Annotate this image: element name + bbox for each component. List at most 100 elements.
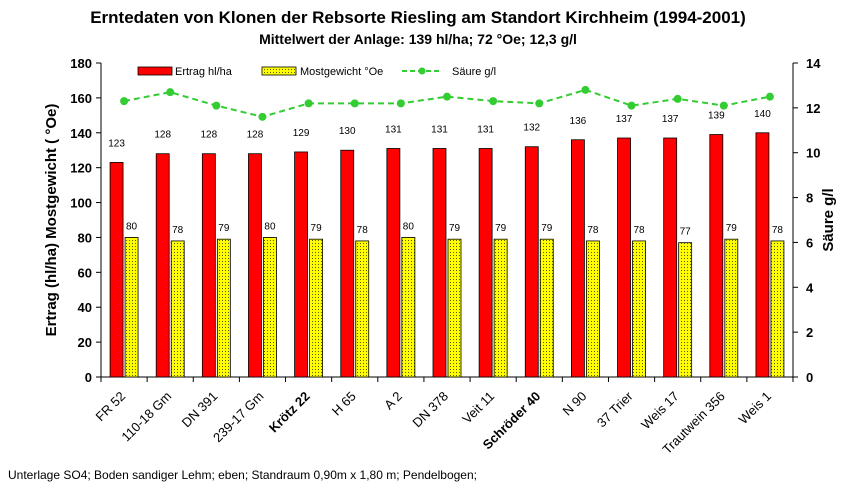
bar-ertrag xyxy=(571,139,585,378)
bar-mostgewicht xyxy=(724,238,739,378)
bar-ertrag xyxy=(386,148,401,378)
bar-mostgewicht xyxy=(124,237,139,378)
acid-point xyxy=(212,101,221,110)
bar-mostgewicht xyxy=(770,240,785,378)
bar-mostgewicht xyxy=(678,242,693,378)
acid-point xyxy=(581,85,590,94)
right-tick-label: 14 xyxy=(806,56,821,71)
data-label-mostgewicht: 79 xyxy=(726,223,738,234)
x-tick-label: 37 Trier xyxy=(594,388,636,430)
bar-ertrag xyxy=(432,148,447,378)
acid-point xyxy=(120,97,129,106)
data-label-ertrag: 132 xyxy=(523,123,540,134)
left-tick-label: 20 xyxy=(78,335,92,350)
x-tick-label: Weis 1 xyxy=(736,389,775,428)
data-label-ertrag: 131 xyxy=(477,124,494,135)
data-label-ertrag: 140 xyxy=(754,109,771,120)
data-label-ertrag: 123 xyxy=(108,138,125,149)
data-label-mostgewicht: 79 xyxy=(218,223,230,234)
data-label-ertrag: 128 xyxy=(200,130,217,141)
data-label-ertrag: 128 xyxy=(247,130,264,141)
x-tick-label: H 65 xyxy=(329,389,359,419)
right-tick-label: 4 xyxy=(806,280,814,295)
acid-point xyxy=(350,99,359,108)
left-tick-label: 80 xyxy=(78,230,92,245)
left-tick-label: 120 xyxy=(70,161,92,176)
bar-ertrag xyxy=(709,134,724,378)
bar-mostgewicht xyxy=(493,238,508,378)
left-tick-label: 140 xyxy=(70,126,92,141)
data-label-mostgewicht: 80 xyxy=(264,221,276,232)
y-axis-title-left: Ertrag (hl/ha) Mostgewicht ( °Oe) xyxy=(43,104,60,337)
acid-point xyxy=(166,88,175,97)
x-tick-label: N 90 xyxy=(559,389,589,419)
left-tick-label: 100 xyxy=(70,196,92,211)
right-tick-label: 8 xyxy=(806,191,813,206)
x-tick-label: A 2 xyxy=(381,389,405,413)
bar-mostgewicht xyxy=(447,238,462,378)
bar-mostgewicht xyxy=(401,237,416,378)
data-label-ertrag: 137 xyxy=(662,114,679,125)
bar-ertrag xyxy=(617,137,631,378)
bar-mostgewicht xyxy=(263,237,277,378)
data-label-ertrag: 130 xyxy=(339,126,356,137)
legend-label-saeure: Säure g/l xyxy=(452,66,496,78)
left-tick-label: 180 xyxy=(70,56,92,71)
bars-group: 123 80 128 78 128 79 128 80 129 79 130 78 131 80 131 79… xyxy=(108,109,785,378)
bar-mostgewicht xyxy=(355,240,370,378)
data-label-ertrag: 139 xyxy=(708,111,725,122)
left-tick-label: 0 xyxy=(85,370,92,385)
data-label-mostgewicht: 79 xyxy=(541,223,553,234)
bar-ertrag xyxy=(155,153,170,378)
chart-subtitle: Mittelwert der Anlage: 139 hl/ha; 72 °Oe… xyxy=(259,31,577,47)
right-tick-label: 10 xyxy=(806,146,820,161)
x-tick-label: 239-17 Gm xyxy=(210,389,267,446)
bar-mostgewicht xyxy=(170,240,185,378)
bar-ertrag xyxy=(524,146,539,378)
data-label-mostgewicht: 78 xyxy=(172,225,184,236)
x-tick-label: Krötz 22 xyxy=(266,389,313,436)
bar-ertrag xyxy=(248,153,262,378)
bar-ertrag xyxy=(109,162,124,378)
acid-point xyxy=(443,92,451,101)
acid-point xyxy=(673,94,682,103)
data-label-mostgewicht: 78 xyxy=(772,225,784,236)
bar-ertrag xyxy=(340,149,355,378)
data-label-ertrag: 137 xyxy=(616,114,633,125)
data-label-mostgewicht: 77 xyxy=(680,227,692,238)
left-tick-label: 160 xyxy=(70,91,92,106)
legend-label-mostgewicht: Mostgewicht °Oe xyxy=(300,66,383,78)
right-tick-label: 0 xyxy=(806,370,813,385)
data-label-mostgewicht: 78 xyxy=(587,225,599,236)
x-tick-label: Veit 11 xyxy=(459,389,497,427)
bar-mostgewicht xyxy=(539,238,554,378)
acid-line xyxy=(123,88,771,118)
data-label-ertrag: 131 xyxy=(385,124,402,135)
data-label-mostgewicht: 80 xyxy=(403,221,415,232)
right-tick-label: 12 xyxy=(806,101,820,116)
bar-mostgewicht xyxy=(309,238,324,378)
legend-swatch-ertrag xyxy=(137,66,173,76)
acid-point xyxy=(258,112,267,121)
acid-point xyxy=(396,99,405,108)
right-axis: 0 2 4 6 8 10 12 14 xyxy=(792,56,821,385)
x-tick-label: 110-18 Gm xyxy=(118,389,174,445)
acid-point xyxy=(535,99,544,108)
x-tick-label: DN 378 xyxy=(409,389,451,431)
bar-mostgewicht xyxy=(586,240,600,378)
data-label-mostgewicht: 79 xyxy=(311,223,323,234)
chart-title: Erntedaten von Klonen der Rebsorte Riesl… xyxy=(90,8,746,27)
data-label-ertrag: 128 xyxy=(154,130,171,141)
bar-mostgewicht xyxy=(632,240,646,378)
footnote: Unterlage SO4; Boden sandiger Lehm; eben… xyxy=(8,468,477,482)
acid-line-group xyxy=(120,85,774,121)
x-tick-label: FR 52 xyxy=(93,389,129,425)
acid-point xyxy=(765,92,774,101)
data-label-mostgewicht: 78 xyxy=(633,225,645,236)
x-tick-label: Weis 17 xyxy=(638,389,682,433)
bar-ertrag xyxy=(478,148,493,378)
acid-point xyxy=(719,101,728,110)
data-label-mostgewicht: 80 xyxy=(126,221,138,232)
legend: Ertrag hl/ha Mostgewicht °Oe Säure g/l xyxy=(137,66,496,78)
